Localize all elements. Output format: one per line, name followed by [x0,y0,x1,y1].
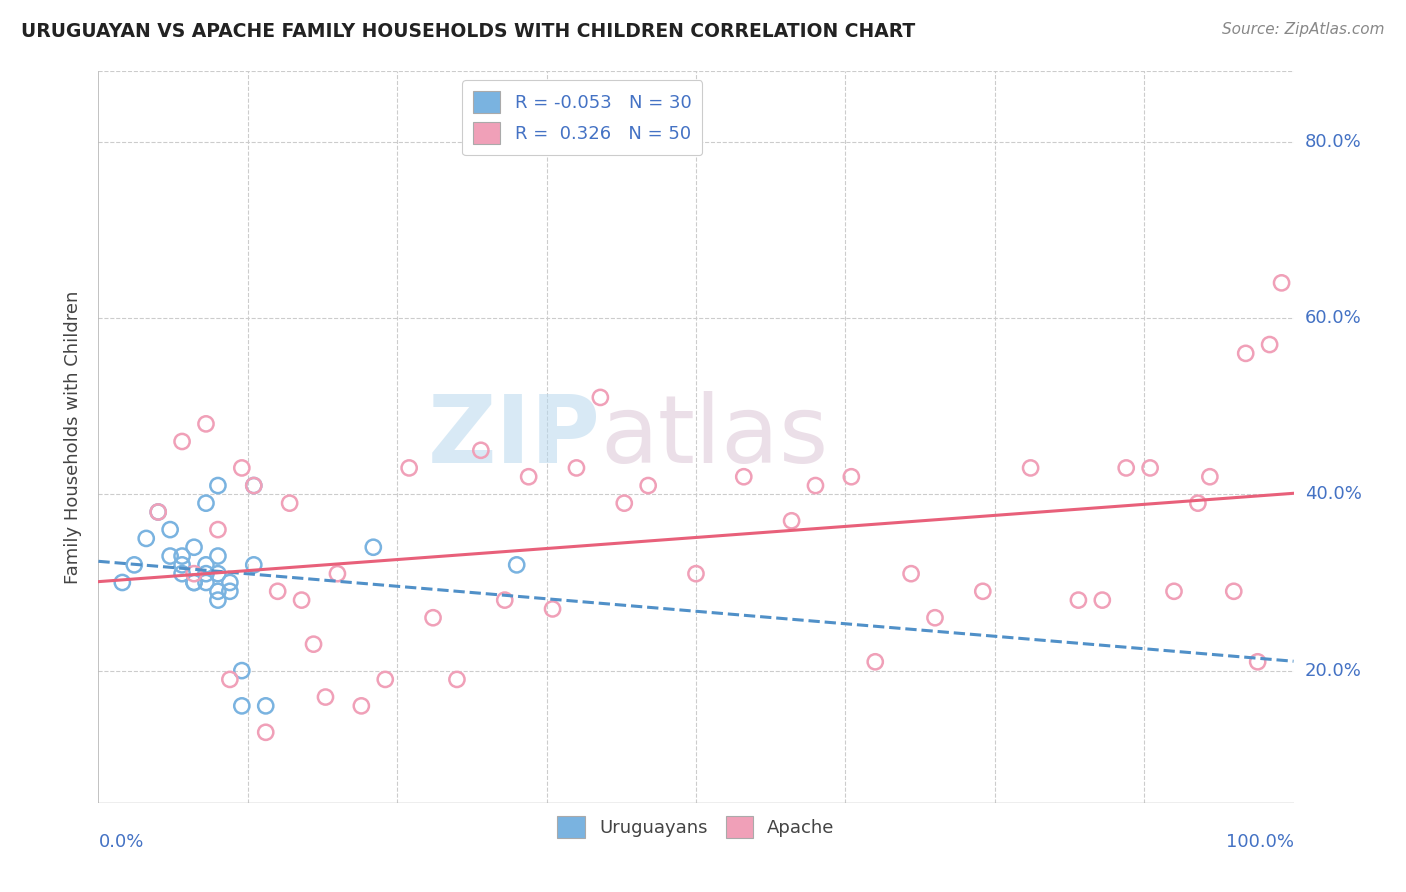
Point [494,593,516,607]
Point [1163,584,1185,599]
Point [207,566,229,581]
Point [207,593,229,607]
Point [195,566,218,581]
Point [637,478,659,492]
Point [254,725,277,739]
Point [195,575,218,590]
Point [589,391,612,405]
Point [1091,593,1114,607]
Point [183,540,205,554]
Point [422,611,444,625]
Point [195,558,218,572]
Point [326,566,349,581]
Point [243,478,266,492]
Point [1187,496,1209,510]
Point [172,566,194,581]
Point [148,505,170,519]
Text: 60.0%: 60.0% [1305,310,1361,327]
Point [1067,593,1090,607]
Point [315,690,337,704]
Point [350,698,373,713]
Point [243,478,266,492]
Point [159,523,181,537]
Point [207,584,229,599]
Point [302,637,325,651]
Point [685,566,707,581]
Point [219,575,242,590]
Point [278,496,301,510]
Point [1271,276,1294,290]
Point [148,505,170,519]
Point [195,496,218,510]
Text: 20.0%: 20.0% [1305,662,1361,680]
Text: 40.0%: 40.0% [1305,485,1361,503]
Point [291,593,314,607]
Point [159,549,181,563]
Point [841,469,863,483]
Point [1115,461,1137,475]
Point [374,673,396,687]
Point [613,496,636,510]
Point [172,549,194,563]
Point [1247,655,1270,669]
Point [231,461,253,475]
Point [446,673,468,687]
Point [243,558,266,572]
Point [183,575,205,590]
Point [219,673,242,687]
Text: ZIP: ZIP [427,391,600,483]
Point [231,664,253,678]
Text: 0.0%: 0.0% [98,833,143,851]
Legend: Uruguayans, Apache: Uruguayans, Apache [550,808,842,845]
Point [172,558,194,572]
Point [1223,584,1246,599]
Point [207,478,229,492]
Point [172,434,194,449]
Point [924,611,946,625]
Point [231,698,253,713]
Point [780,514,803,528]
Point [124,558,146,572]
Point [541,602,564,616]
Point [900,566,922,581]
Point [195,417,218,431]
Point [183,566,205,581]
Point [1258,337,1281,351]
Point [207,523,229,537]
Point [865,655,887,669]
Point [517,469,540,483]
Point [804,478,827,492]
Point [1139,461,1161,475]
Text: 80.0%: 80.0% [1305,133,1361,151]
Point [183,575,205,590]
Point [111,575,134,590]
Point [565,461,588,475]
Text: atlas: atlas [600,391,828,483]
Point [470,443,492,458]
Point [733,469,755,483]
Point [506,558,529,572]
Point [207,549,229,563]
Point [267,584,290,599]
Y-axis label: Family Households with Children: Family Households with Children [63,291,82,583]
Point [254,698,277,713]
Text: URUGUAYAN VS APACHE FAMILY HOUSEHOLDS WITH CHILDREN CORRELATION CHART: URUGUAYAN VS APACHE FAMILY HOUSEHOLDS WI… [21,22,915,41]
Text: Source: ZipAtlas.com: Source: ZipAtlas.com [1222,22,1385,37]
Point [219,584,242,599]
Point [1019,461,1042,475]
Text: 100.0%: 100.0% [1226,833,1294,851]
Point [1234,346,1257,360]
Point [135,532,157,546]
Point [398,461,420,475]
Point [972,584,994,599]
Point [363,540,385,554]
Point [1199,469,1222,483]
